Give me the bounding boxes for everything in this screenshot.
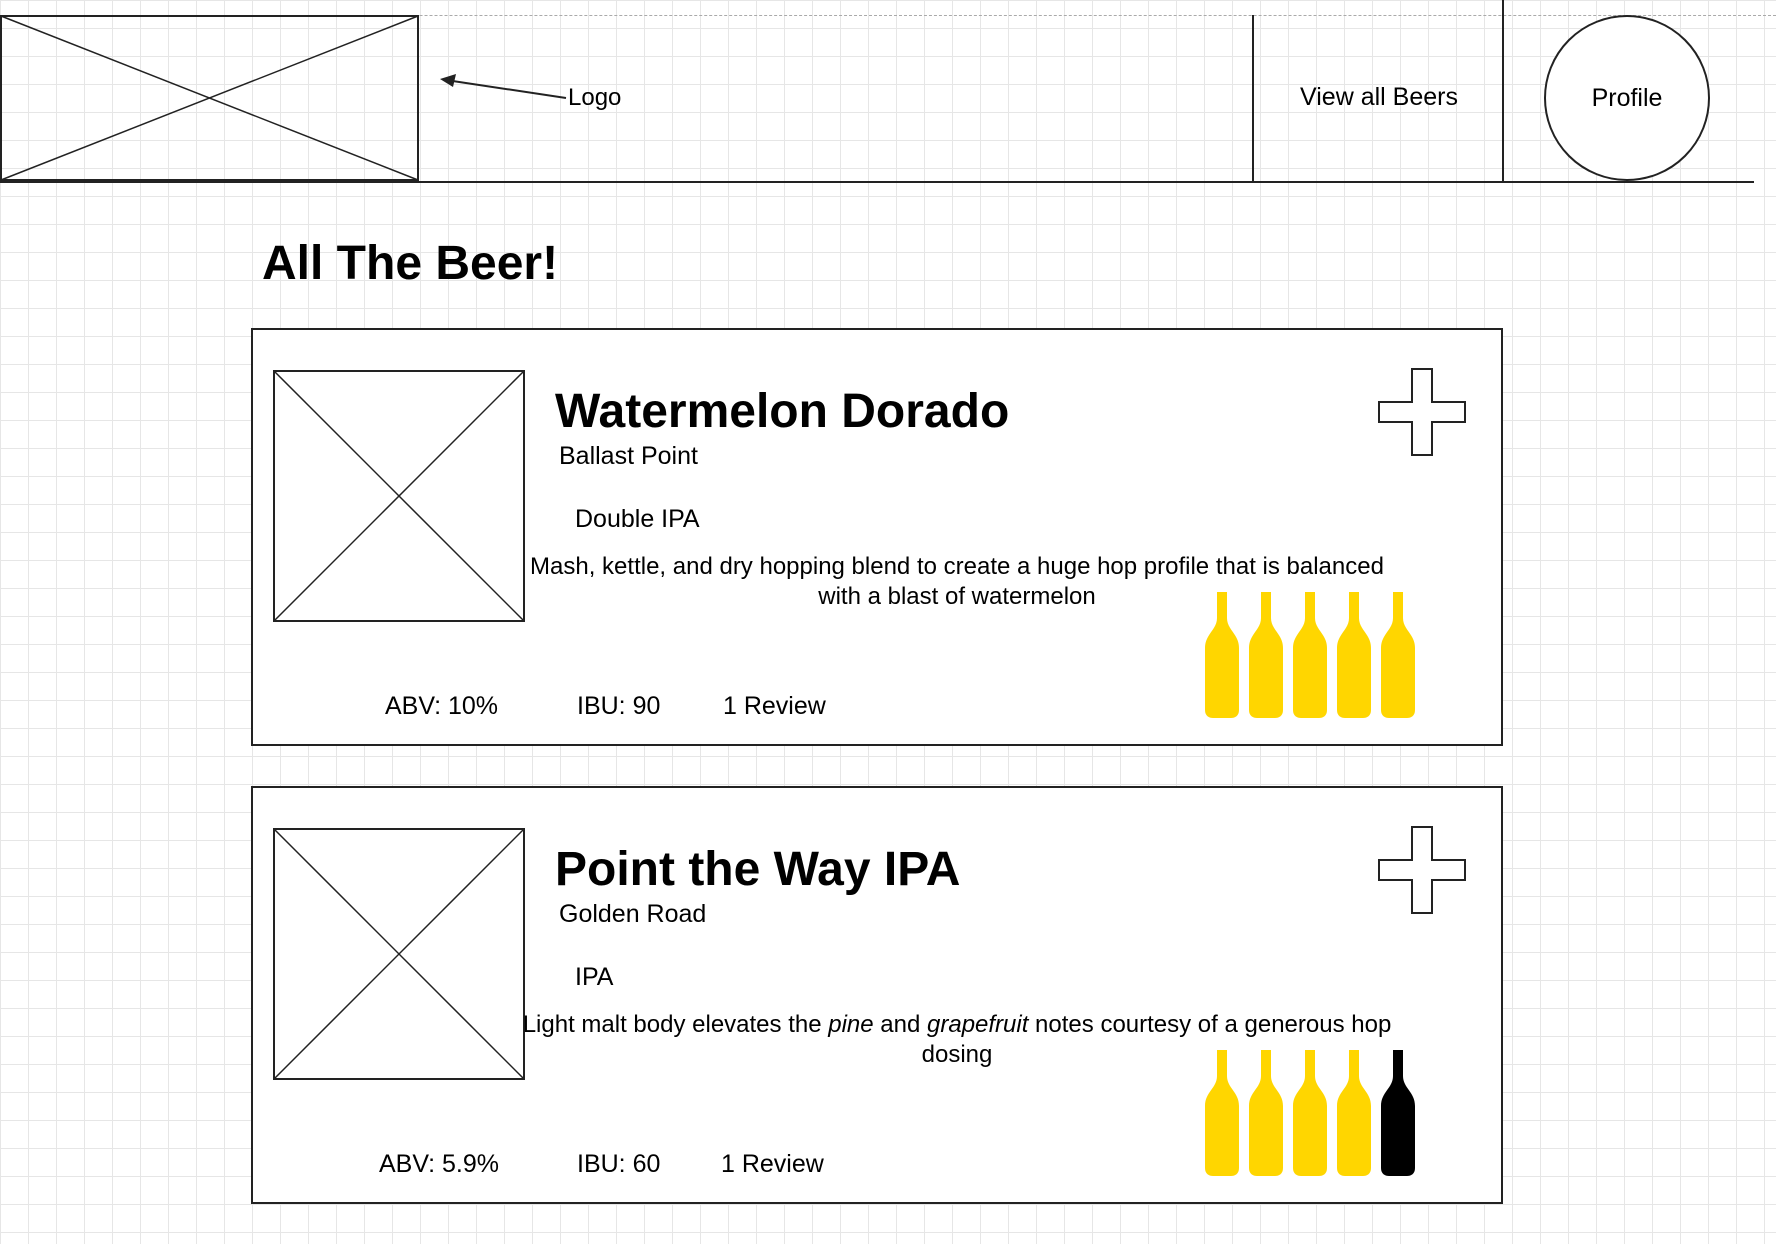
beer-ibu: IBU: 60 [577,1150,661,1178]
profile-button[interactable]: Profile [1544,15,1710,181]
plus-icon[interactable] [1378,826,1466,914]
bottle-filled-icon [1381,592,1415,718]
description-text: notes courtesy of a generous hop dosing [921,1011,1392,1068]
bottle-filled-icon [1337,1050,1371,1176]
bottle-filled-icon [1205,592,1239,718]
bottle-rating [1205,592,1415,718]
bottle-filled-icon [1205,1050,1239,1176]
header-bottom-border [0,181,1754,183]
beer-description: Light malt body elevates the pine and gr… [517,1010,1397,1070]
logo-annotation: Logo [568,84,622,111]
beer-brewery: Golden Road [559,900,707,928]
beer-card[interactable]: Watermelon Dorado Ballast Point Double I… [251,328,1503,746]
bottle-filled-icon [1293,1050,1327,1176]
beer-brewery: Ballast Point [559,442,698,470]
beer-style: Double IPA [575,505,700,533]
bottle-filled-icon [1337,592,1371,718]
bottle-filled-icon [1293,592,1327,718]
bottle-filled-icon [1249,592,1283,718]
beer-reviews-link[interactable]: 1 Review [723,692,826,720]
bottle-filled-icon [1249,1050,1283,1176]
logo-placeholder-icon[interactable] [0,15,419,181]
beer-image-placeholder-icon [273,828,525,1080]
beer-image-placeholder-icon [273,370,525,622]
beer-name[interactable]: Watermelon Dorado [555,385,1010,438]
description-emphasis-grapefruit: grapefruit [927,1011,1029,1038]
page-title: All The Beer! [262,237,559,290]
beer-description: Mash, kettle, and dry hopping blend to c… [530,553,1384,610]
profile-label: Profile [1591,83,1663,112]
beer-card[interactable]: Point the Way IPA Golden Road IPA Light … [251,786,1503,1204]
description-emphasis-pine: pine [828,1011,874,1038]
beer-abv: ABV: 5.9% [379,1150,499,1178]
beer-reviews-link[interactable]: 1 Review [721,1150,824,1178]
beer-ibu: IBU: 90 [577,692,661,720]
nav-divider-left [1252,15,1254,181]
view-all-beers-link[interactable]: View all Beers [1300,83,1458,111]
nav-divider-right [1502,0,1504,181]
description-text: and [873,1011,927,1038]
description-text: Light malt body elevates the [522,1011,829,1038]
bottle-rating [1205,1050,1415,1176]
beer-name[interactable]: Point the Way IPA [555,843,961,896]
bottle-empty-icon [1381,1050,1415,1176]
arrow-left-icon [440,74,567,99]
plus-icon[interactable] [1378,368,1466,456]
beer-abv: ABV: 10% [385,692,499,720]
beer-style: IPA [575,963,614,991]
top-dashed-guide [0,15,1776,16]
